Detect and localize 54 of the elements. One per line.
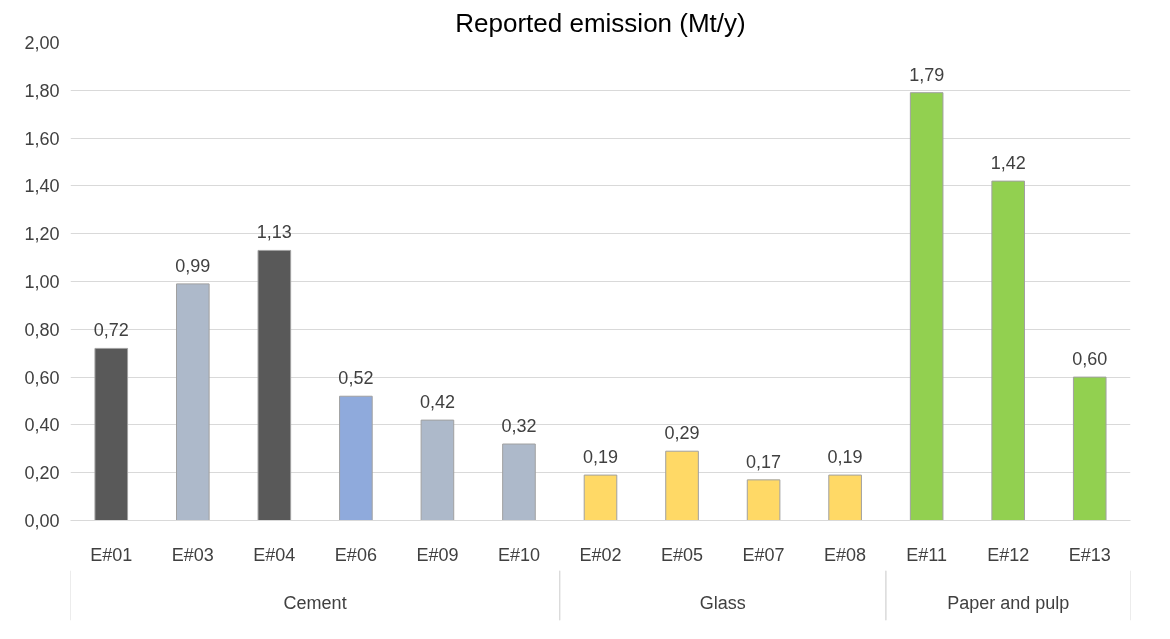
data-label: 0,17 xyxy=(746,451,782,472)
x-tick-label: E#11 xyxy=(906,544,948,565)
y-tick-label: 2,00 xyxy=(24,33,60,53)
x-tick-label: E#12 xyxy=(987,544,1030,565)
bar xyxy=(502,443,536,521)
x-tick-label: E#10 xyxy=(497,544,540,565)
bar xyxy=(94,347,129,521)
x-tick-label: E#08 xyxy=(824,544,867,565)
x-tick-label: E#01 xyxy=(90,544,133,565)
data-label: 0,52 xyxy=(338,368,374,389)
x-tick-label: E#02 xyxy=(579,544,622,565)
bar xyxy=(176,283,210,521)
x-tick-label: E#05 xyxy=(661,544,704,565)
data-label: 1,79 xyxy=(909,64,945,85)
bar xyxy=(420,419,455,521)
y-tick-label: 0,40 xyxy=(24,415,60,436)
data-label: 0,72 xyxy=(93,320,129,341)
y-tick-label: 1,80 xyxy=(24,80,60,101)
data-label: 0,19 xyxy=(827,447,863,468)
y-tick-label: 1,20 xyxy=(24,224,60,245)
bar xyxy=(583,474,618,521)
y-tick-label: 1,00 xyxy=(24,272,60,292)
y-tick-label: 0,80 xyxy=(24,319,60,340)
x-tick-label: E#09 xyxy=(416,544,459,565)
y-tick-label: 0,00 xyxy=(24,511,60,531)
data-label: 0,42 xyxy=(419,392,455,413)
data-label: 0,29 xyxy=(664,423,700,444)
x-tick-label: E#04 xyxy=(253,544,296,565)
x-tick-label: E#07 xyxy=(742,544,785,565)
bar xyxy=(665,450,699,521)
bar xyxy=(991,180,1025,521)
y-tick-label: 1,60 xyxy=(24,128,60,149)
text: Glass xyxy=(699,593,746,613)
bar xyxy=(828,474,862,521)
data-label: 1,13 xyxy=(256,222,292,243)
y-tick-label: 0,20 xyxy=(24,463,60,484)
x-tick-label: E#13 xyxy=(1068,544,1111,565)
text: Paper and pulp xyxy=(947,593,1070,613)
y-tick-label: 0,60 xyxy=(24,367,60,388)
bar xyxy=(1072,376,1107,521)
text: Cement xyxy=(283,593,347,613)
chart-title: Reported emission (Mt/y) xyxy=(455,7,746,38)
data-label: 0,99 xyxy=(175,255,211,276)
bar xyxy=(339,395,373,521)
data-label: 0,32 xyxy=(501,416,537,437)
bar xyxy=(909,92,944,521)
x-tick-label: E#06 xyxy=(334,544,377,565)
data-label: 1,42 xyxy=(990,153,1026,174)
x-tick-label: E#03 xyxy=(171,544,214,565)
data-label: 0,19 xyxy=(582,447,619,468)
bar xyxy=(257,249,292,521)
y-tick-label: 1,40 xyxy=(24,176,60,197)
data-label: 0,60 xyxy=(1072,349,1108,370)
bar xyxy=(746,479,781,521)
